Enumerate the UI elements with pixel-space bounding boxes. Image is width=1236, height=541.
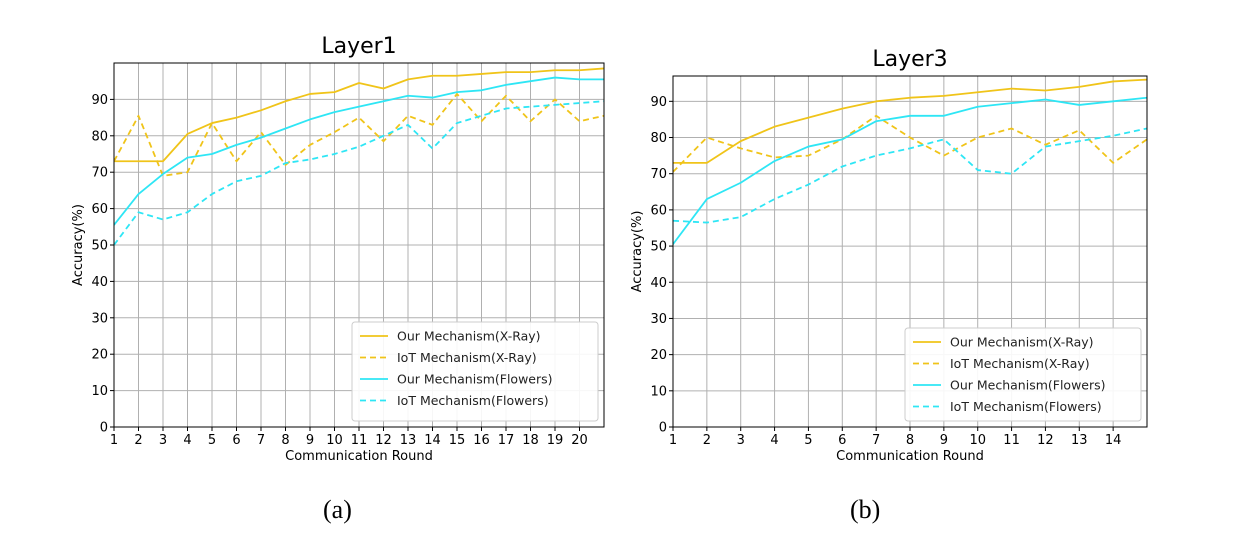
y-tick-label: 10	[91, 384, 108, 399]
y-tick-label: 20	[91, 348, 108, 363]
legend-label-2: IoT Mechanism(X-Ray)	[397, 350, 537, 365]
x-tick-label: 6	[232, 433, 240, 448]
x-tick-label: 4	[770, 433, 778, 448]
y-tick-label: 30	[91, 311, 108, 326]
x-tick-label: 1	[669, 433, 677, 448]
chart-title: Layer3	[872, 47, 947, 72]
legend-label-3: Our Mechanism(Flowers)	[950, 378, 1106, 393]
y-axis-label: Accuracy(%)	[630, 211, 645, 293]
x-tick-label: 2	[134, 433, 142, 448]
x-tick-label: 15	[449, 433, 466, 448]
x-tick-label: 10	[326, 433, 343, 448]
y-tick-label: 80	[91, 129, 108, 144]
x-tick-label: 9	[940, 433, 948, 448]
x-tick-label: 13	[1071, 433, 1088, 448]
caption-b: (b)	[850, 495, 881, 524]
x-tick-label: 19	[547, 433, 564, 448]
plot-frame	[113, 62, 605, 428]
legend-label-4: IoT Mechanism(Flowers)	[950, 399, 1102, 414]
series-line-1	[673, 78, 1147, 164]
legend: Our Mechanism(X-Ray) IoT Mechanism(X-Ray)…	[904, 327, 1142, 422]
series-line-4	[114, 100, 604, 246]
y-tick-label: 80	[650, 131, 667, 146]
y-tick-label: 50	[91, 239, 108, 254]
x-tick-label: 2	[703, 433, 711, 448]
x-tick-label: 11	[351, 433, 368, 448]
y-tick-label: 70	[91, 166, 108, 181]
caption-a: (a)	[323, 495, 352, 524]
legend-box	[904, 327, 1142, 422]
x-tick-label: 1	[110, 433, 118, 448]
x-tick-label: 7	[872, 433, 880, 448]
y-axis-label: Accuracy(%)	[71, 204, 86, 286]
x-tick-label: 18	[522, 433, 539, 448]
x-axis-label: Communication Round	[836, 449, 984, 464]
legend-label-4: IoT Mechanism(Flowers)	[397, 393, 549, 408]
x-tick-label: 12	[1037, 433, 1054, 448]
series-line-4	[673, 127, 1147, 224]
y-tick-label: 10	[650, 384, 667, 399]
x-tick-label: 14	[424, 433, 441, 448]
x-tick-label: 3	[737, 433, 745, 448]
x-tick-label: 6	[838, 433, 846, 448]
x-tick-label: 8	[906, 433, 914, 448]
series-line-3	[673, 96, 1147, 245]
x-tick-label: 4	[183, 433, 191, 448]
legend-label-3: Our Mechanism(Flowers)	[397, 372, 553, 387]
y-tick-label: 20	[650, 348, 667, 363]
x-tick-label: 5	[208, 433, 216, 448]
x-tick-label: 10	[969, 433, 986, 448]
x-tick-label: 16	[473, 433, 490, 448]
y-tick-label: 40	[650, 276, 667, 291]
legend-box	[351, 321, 599, 422]
x-tick-label: 12	[375, 433, 392, 448]
legend-label-1: Our Mechanism(X-Ray)	[950, 335, 1094, 350]
x-tick-label: 7	[257, 433, 265, 448]
y-tick-label: 90	[91, 93, 108, 108]
x-tick-label: 5	[804, 433, 812, 448]
y-tick-label: 60	[650, 203, 667, 218]
series-line-1	[114, 67, 604, 163]
x-tick-label: 8	[281, 433, 289, 448]
x-tick-label: 9	[306, 433, 314, 448]
chart-panel-layer1: Layer1 1 2 3 4 5 6 7 8 9 10 11 12 13 14 15 16 17 18 19 20 0 10…	[0, 0, 618, 480]
chart-panel-layer3: Layer3 1 2 3 4 5 6 7 8 9 10 11 12 13 14 0 10 20 30 40 50 60 70…	[618, 0, 1236, 480]
x-tick-label: 20	[571, 433, 588, 448]
x-tick-label: 13	[400, 433, 417, 448]
y-tick-label: 30	[650, 312, 667, 327]
y-tick-label: 40	[91, 275, 108, 290]
legend: Our Mechanism(X-Ray) IoT Mechanism(X-Ray)…	[351, 321, 599, 422]
x-tick-label: 17	[498, 433, 515, 448]
y-tick-label: 50	[650, 240, 667, 255]
plot-frame	[672, 75, 1148, 428]
x-tick-label: 11	[1003, 433, 1020, 448]
y-tick-label: 70	[650, 167, 667, 182]
x-axis-label: Communication Round	[285, 449, 433, 464]
x-tick-label: 3	[159, 433, 167, 448]
y-tick-label: 0	[100, 421, 108, 436]
chart-title: Layer1	[321, 34, 396, 59]
x-tick-label: 14	[1105, 433, 1122, 448]
y-tick-label: 0	[659, 421, 667, 436]
y-tick-label: 60	[91, 202, 108, 217]
legend-label-1: Our Mechanism(X-Ray)	[397, 329, 541, 344]
series-line-3	[114, 76, 604, 226]
y-tick-label: 90	[650, 95, 667, 110]
series-line-2	[673, 114, 1147, 173]
legend-label-2: IoT Mechanism(X-Ray)	[950, 356, 1090, 371]
